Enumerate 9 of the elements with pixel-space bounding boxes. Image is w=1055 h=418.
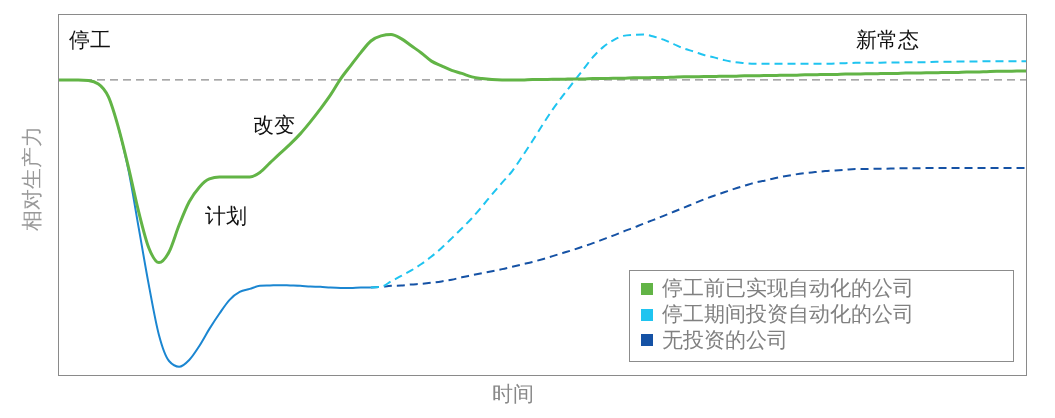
x-axis-title: 时间 [492, 382, 534, 406]
annotation: 停工 [69, 28, 111, 52]
legend-label: 停工期间投资自动化的公司 [662, 302, 914, 327]
y-axis-title: 相对生产力 [19, 125, 44, 231]
annotation: 计划 [205, 204, 247, 228]
annotation: 改变 [253, 113, 295, 137]
annotation: 新常态 [856, 28, 919, 52]
legend-label: 停工前已实现自动化的公司 [662, 276, 914, 301]
legend-label: 无投资的公司 [662, 327, 788, 352]
